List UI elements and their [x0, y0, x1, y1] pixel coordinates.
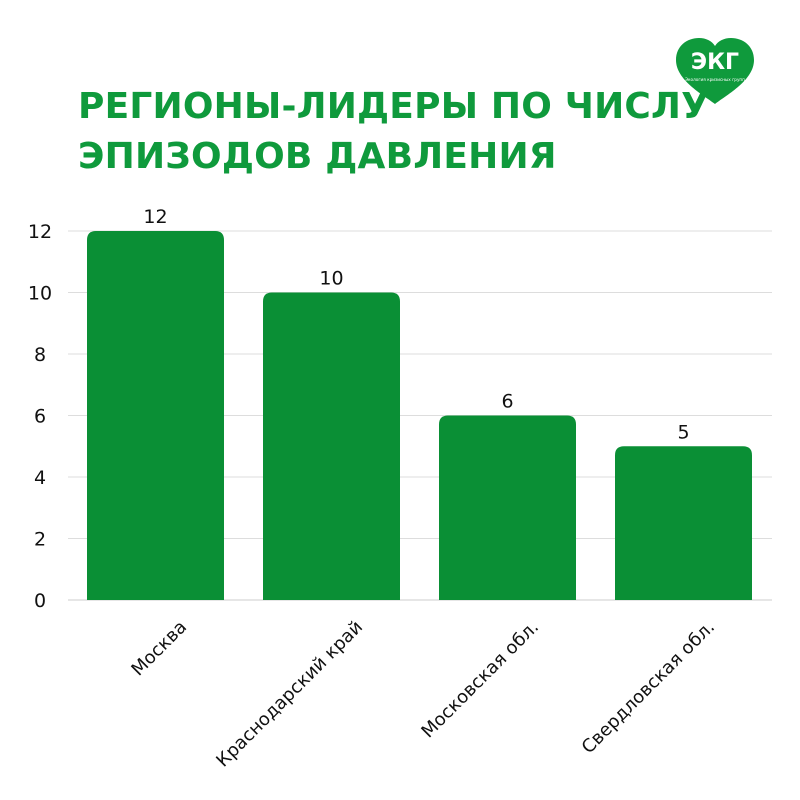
data-label: 10 — [319, 268, 343, 290]
bar — [263, 292, 400, 600]
bar — [615, 446, 752, 600]
y-tick-label: 2 — [34, 529, 46, 551]
y-tick-label: 6 — [34, 406, 46, 428]
y-tick-label: 8 — [34, 344, 46, 366]
ekg-logo: ЭКГ Экология кризисных групп — [676, 38, 754, 104]
data-label: 5 — [677, 421, 689, 443]
y-axis-tick-labels: 0 2 4 6 8 10 12 — [28, 221, 52, 612]
logo-text: ЭКГ — [691, 50, 739, 75]
data-labels: 12 10 6 5 — [143, 206, 689, 443]
logo-tagline: Экология кризисных групп — [685, 77, 745, 82]
x-tick-label: Свердловская обл. — [578, 617, 719, 758]
data-label: 6 — [501, 391, 513, 413]
y-tick-label: 4 — [34, 467, 46, 489]
y-tick-label: 10 — [28, 283, 52, 305]
chart-title-line-1: РЕГИОНЫ-ЛИДЕРЫ ПО ЧИСЛУ — [78, 86, 710, 127]
y-tick-label: 12 — [28, 221, 52, 243]
x-tick-label: Москва — [127, 617, 191, 681]
bars — [87, 231, 752, 600]
chart-title: РЕГИОНЫ-ЛИДЕРЫ ПО ЧИСЛУ ЭПИЗОДОВ ДАВЛЕНИ… — [78, 82, 710, 182]
bar — [87, 231, 224, 600]
bar — [439, 415, 576, 600]
x-tick-label: Краснодарский край — [212, 617, 367, 772]
x-axis-tick-labels: Москва Краснодарский край Московская обл. С… — [127, 617, 719, 772]
data-label: 12 — [143, 206, 167, 228]
x-tick-label: Московская обл. — [417, 617, 543, 743]
chart-title-line-2: ЭПИЗОДОВ ДАВЛЕНИЯ — [78, 136, 557, 177]
y-tick-label: 0 — [34, 590, 46, 612]
heart-logo-icon — [676, 38, 754, 104]
